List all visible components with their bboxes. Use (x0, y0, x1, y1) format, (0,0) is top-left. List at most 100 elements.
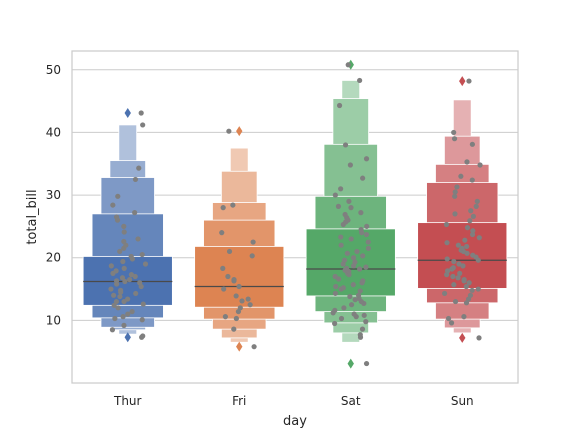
data-point (452, 211, 458, 217)
data-point (464, 159, 470, 165)
data-point (364, 223, 370, 229)
data-point (457, 270, 463, 276)
data-point (352, 297, 358, 303)
data-point (113, 278, 120, 284)
data-point (443, 221, 450, 228)
plot-frame (71, 50, 519, 384)
data-point (333, 283, 339, 290)
data-point (461, 277, 467, 283)
data-point (363, 264, 369, 270)
data-point (358, 226, 364, 233)
data-point (456, 261, 462, 267)
data-point (133, 290, 139, 297)
outlier-marker (124, 108, 131, 119)
data-point (461, 314, 467, 320)
data-point (467, 218, 473, 224)
x-tick-label: Fri (232, 394, 246, 408)
data-point (341, 305, 347, 311)
data-point (345, 62, 351, 68)
data-point (247, 302, 253, 308)
data-point (137, 280, 143, 286)
boxen-group-sun (417, 76, 508, 343)
data-point (460, 263, 466, 269)
data-point (469, 231, 476, 238)
x-tick-labels: Thur Fri Sat Sun (113, 394, 474, 408)
data-point (220, 205, 226, 211)
data-point (121, 298, 127, 305)
boxen-plot (82, 59, 508, 369)
boxen-group-fri (194, 126, 285, 352)
y-tick-label: 10 (46, 313, 61, 327)
data-point (445, 315, 452, 322)
x-axis-label: day (283, 414, 307, 429)
data-point (470, 228, 476, 234)
data-point (348, 236, 354, 242)
data-point (245, 296, 251, 302)
data-point (226, 128, 232, 134)
data-point (476, 335, 482, 341)
data-point (466, 280, 472, 286)
data-point (121, 265, 127, 271)
data-point (226, 248, 233, 255)
data-point (355, 292, 362, 298)
data-point (350, 282, 356, 288)
data-point (112, 315, 118, 322)
data-point (454, 184, 460, 190)
x-tick-label: Thur (113, 394, 142, 408)
data-point (451, 282, 457, 288)
data-point (450, 265, 456, 271)
data-point (117, 248, 123, 255)
data-point (451, 129, 457, 136)
data-point (351, 311, 357, 317)
outlier-marker (459, 76, 466, 87)
data-point (455, 242, 461, 248)
data-point (365, 245, 371, 251)
data-point (122, 278, 128, 285)
data-point (360, 278, 366, 284)
data-point (113, 268, 119, 274)
data-point (444, 256, 450, 262)
data-point (125, 311, 131, 317)
data-point (231, 326, 237, 332)
data-point (108, 263, 114, 269)
data-point (469, 141, 475, 147)
outlier-marker (459, 332, 466, 343)
outlier-marker (236, 126, 243, 137)
x-tick-label: Sat (341, 394, 361, 408)
data-point (332, 307, 338, 313)
data-point (220, 265, 226, 271)
outlier-marker (124, 332, 131, 343)
data-point (346, 198, 352, 204)
data-point (128, 272, 135, 278)
data-point (469, 177, 475, 183)
data-point (462, 237, 468, 243)
y-tick-label: 30 (46, 188, 61, 202)
y-tick-label: 20 (46, 251, 61, 265)
data-point (118, 287, 124, 293)
data-point (140, 333, 146, 339)
data-point (363, 319, 369, 325)
data-point (363, 231, 370, 238)
data-point (464, 243, 470, 250)
data-point (358, 210, 364, 216)
data-point (121, 322, 127, 328)
data-point (464, 225, 471, 231)
data-point (474, 198, 480, 204)
data-point (476, 235, 482, 241)
data-point (136, 165, 142, 171)
data-point (357, 332, 363, 338)
data-point (452, 193, 458, 199)
data-point (139, 317, 145, 323)
data-point (117, 293, 123, 300)
data-point (250, 239, 256, 245)
data-point (221, 286, 227, 292)
data-point (338, 242, 344, 248)
data-point (365, 239, 371, 245)
data-point (128, 253, 134, 260)
data-point (466, 78, 472, 84)
data-point (251, 344, 257, 350)
data-point (458, 173, 464, 179)
data-point (332, 192, 338, 198)
boxen-box (194, 246, 285, 308)
data-point (356, 266, 363, 272)
